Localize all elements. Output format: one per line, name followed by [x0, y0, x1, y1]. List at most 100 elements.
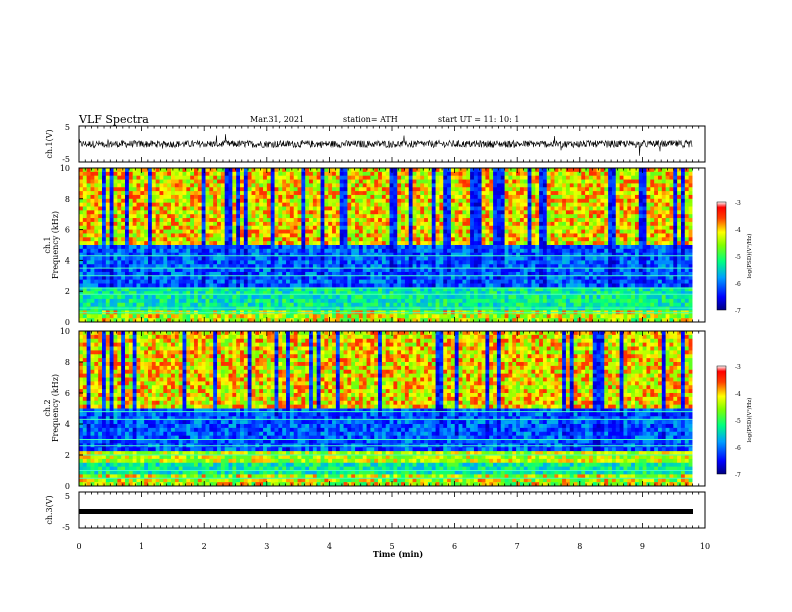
spectrogram-cell [324, 279, 329, 284]
spectrogram-cell [132, 291, 137, 296]
spectrogram-cell [255, 210, 260, 215]
spectrogram-cell [117, 210, 122, 215]
spectrogram-cell [450, 260, 456, 265]
spectrogram-cell [113, 179, 118, 184]
spectrogram-cell [159, 279, 164, 284]
spectrogram-cell [228, 287, 233, 292]
spectrogram-cell [473, 210, 479, 215]
spectrogram-cell [247, 283, 252, 288]
spectrogram-cell [109, 271, 114, 277]
spectrogram-cell [155, 306, 160, 311]
spectrogram-cell [201, 283, 206, 288]
spectrogram-cell [220, 287, 226, 292]
spectrogram-cell [385, 252, 390, 257]
spectrogram-cell [504, 287, 509, 292]
spectrogram-cell [508, 187, 513, 192]
spectrogram-cell [236, 175, 241, 180]
spectrogram-cell [228, 298, 233, 304]
spectrogram-cell [209, 318, 214, 323]
spectrogram-cell [186, 256, 191, 261]
spectrogram-cell [389, 206, 394, 211]
spectrogram-cell [481, 275, 486, 281]
spectrogram-cell [209, 256, 214, 261]
spectrogram-cell [320, 295, 325, 300]
spectrogram-cell [519, 168, 525, 173]
spectrogram-cell [381, 279, 387, 284]
spectrogram-cell [496, 202, 502, 207]
spectrogram-cell [102, 210, 107, 215]
spectrogram-cell [125, 248, 130, 254]
spectrogram-cell [278, 283, 283, 288]
spectrogram-cell [301, 245, 306, 250]
spectrogram-cell [105, 256, 111, 261]
spectrogram-cell [274, 210, 279, 215]
spectrogram-cell [297, 206, 302, 211]
spectrogram-cell [332, 191, 337, 196]
spectrogram-cell [466, 295, 471, 300]
spectrogram-cell [431, 302, 436, 307]
spectrogram-cell [316, 198, 321, 204]
spectrogram-cell [343, 187, 348, 192]
spectrogram-cell [251, 287, 256, 292]
spectrogram-cell [121, 295, 126, 300]
spectrogram-cell [309, 187, 314, 192]
spectrogram-cell [148, 264, 153, 269]
spectrogram-cell [82, 271, 88, 277]
spectrogram-cell [278, 287, 283, 292]
spectrogram-cell [171, 183, 176, 188]
spectrogram-cell [531, 271, 536, 277]
spectrogram-cell [431, 275, 436, 281]
spectrogram-cell [266, 275, 272, 281]
spectrogram-cell [174, 229, 180, 234]
spectrogram-cell [489, 260, 494, 265]
spectrogram-cell [197, 264, 203, 269]
spectrogram-cell [293, 233, 298, 238]
spectrogram-cell [355, 241, 360, 246]
spectrogram-cell [424, 295, 429, 300]
spectrogram-cell [408, 252, 413, 257]
spectrogram-cell [205, 306, 210, 311]
spectrogram-cell [339, 214, 344, 219]
spectrogram-cell [335, 306, 341, 311]
spectrogram-cell [201, 268, 206, 273]
spectrogram-cell [550, 225, 555, 230]
spectrogram-cell [274, 295, 279, 300]
spectrogram-cell [282, 260, 287, 265]
spectrogram-cell [485, 233, 490, 238]
spectrogram-cell [224, 298, 229, 304]
spectrogram-cell [393, 252, 398, 257]
spectrogram-cell [485, 260, 490, 265]
spectrogram-cell [542, 283, 548, 288]
spectrogram-cell [412, 214, 417, 219]
spectrogram-cell [355, 237, 360, 242]
spectrogram-cell [251, 221, 256, 227]
spectrogram-cell [259, 287, 264, 292]
spectrogram-cell [393, 229, 398, 234]
spectrogram-cell [554, 210, 559, 215]
spectrogram-cell [439, 245, 444, 250]
spectrogram-cell [431, 179, 436, 184]
spectrogram-cell [343, 298, 348, 304]
spectrogram-cell [286, 279, 291, 284]
spectrogram-cell [416, 295, 421, 300]
spectrogram-cell [125, 191, 130, 196]
spectrogram-cell [516, 256, 521, 261]
spectrogram-cell [481, 233, 486, 238]
spectrogram-cell [305, 225, 310, 230]
spectrogram-cell [121, 221, 126, 227]
spectrogram-cell [370, 295, 375, 300]
spectrogram-cell [259, 291, 264, 296]
spectrogram-cell [523, 264, 528, 269]
spectrogram-cell [140, 287, 145, 292]
spectrogram-cell [297, 210, 302, 215]
spectrogram-cell [512, 229, 517, 234]
spectrogram-cell [174, 306, 180, 311]
spectrogram-cell [86, 279, 91, 284]
spectrogram-cell [439, 287, 444, 292]
spectrogram-cell [148, 191, 153, 196]
spectrogram-cell [266, 314, 272, 319]
spectrogram-cell [213, 241, 218, 246]
spectrogram-cell [431, 283, 436, 288]
spectrogram-cell [217, 279, 222, 284]
spectrogram-cell [90, 298, 95, 304]
